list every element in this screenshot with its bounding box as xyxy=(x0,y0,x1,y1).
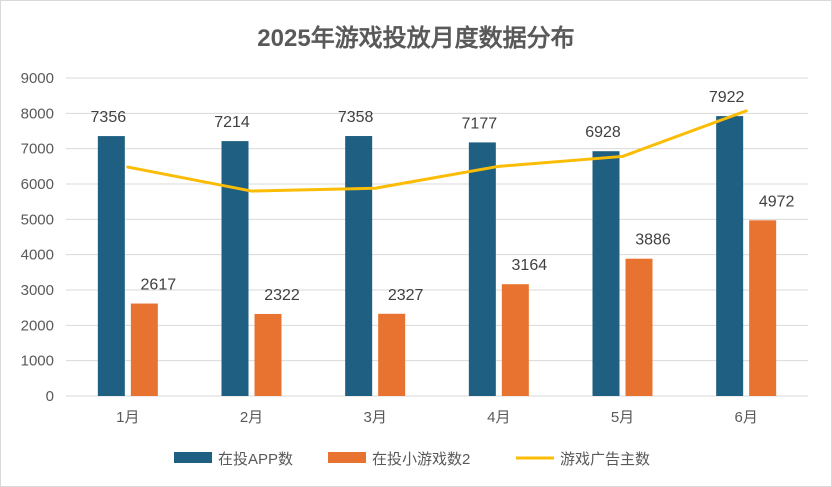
legend-swatch xyxy=(174,452,212,463)
line-series xyxy=(126,109,748,193)
y-axis-ticks: 0 1000 2000 3000 4000 5000 6000 7000 8000 9000 xyxy=(21,70,54,405)
x-tick-label: 4月 xyxy=(487,409,510,426)
y-tick-label: 2000 xyxy=(21,317,54,334)
y-tick-label: 1000 xyxy=(21,353,54,370)
y-tick-label: 5000 xyxy=(21,211,54,228)
data-label: 7214 xyxy=(214,114,250,131)
data-label: 7177 xyxy=(462,115,498,132)
bar-minigame xyxy=(749,220,777,396)
data-label: 7356 xyxy=(91,109,127,126)
bar-minigame xyxy=(501,284,529,396)
bar-minigame xyxy=(254,313,282,396)
legend-label: 在投APP数 xyxy=(218,451,293,468)
legend-label: 游戏广告主数 xyxy=(560,451,650,468)
y-tick-label: 4000 xyxy=(21,247,54,264)
chart-title: 2025年游戏投放月度数据分布 xyxy=(257,24,574,52)
data-label: 7358 xyxy=(338,109,374,126)
x-tick-label: 2月 xyxy=(240,409,263,426)
y-tick-label: 8000 xyxy=(21,105,54,122)
x-tick-label: 5月 xyxy=(611,409,634,426)
x-tick-label: 3月 xyxy=(363,409,386,426)
x-tick-label: 1月 xyxy=(116,409,139,426)
y-tick-label: 3000 xyxy=(21,282,54,299)
y-tick-label: 6000 xyxy=(21,176,54,193)
data-label: 2322 xyxy=(264,287,300,304)
y-tick-label: 7000 xyxy=(21,141,54,158)
data-label: 2327 xyxy=(388,287,424,304)
data-label: 4972 xyxy=(759,193,795,210)
gridlines xyxy=(66,77,808,397)
data-label: 3886 xyxy=(635,232,671,249)
x-axis-ticks: 1月 2月 3月 4月 5月 6月 xyxy=(116,409,758,426)
y-tick-label: 0 xyxy=(46,388,54,405)
bar-app xyxy=(345,136,373,396)
bar-marks: 7356 7214 7358 7177 6928 7922 2617 2322 2327 3164… xyxy=(91,89,795,397)
bar-minigame xyxy=(378,313,406,396)
bar-minigame xyxy=(130,303,158,396)
legend: 在投APP数 在投小游戏数2 游戏广告主数 xyxy=(174,451,650,468)
data-label: 6928 xyxy=(585,124,621,141)
x-tick-label: 6月 xyxy=(734,409,757,426)
y-tick-label: 9000 xyxy=(21,70,54,87)
legend-label: 在投小游戏数2 xyxy=(372,451,470,468)
bar-app xyxy=(592,151,620,396)
bar-app xyxy=(221,141,249,396)
data-label: 7922 xyxy=(709,89,745,106)
line-advertisers xyxy=(126,109,748,193)
bar-app xyxy=(716,116,744,397)
legend-swatch xyxy=(328,452,366,463)
bar-app xyxy=(468,142,496,396)
bar-minigame xyxy=(625,258,653,396)
data-label: 3164 xyxy=(512,257,548,274)
data-label: 2617 xyxy=(141,277,177,294)
bar-app xyxy=(97,136,125,396)
